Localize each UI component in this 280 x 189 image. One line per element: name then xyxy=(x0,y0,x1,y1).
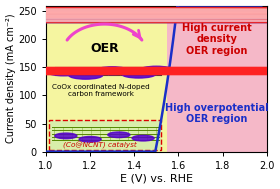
Ellipse shape xyxy=(139,66,173,74)
Ellipse shape xyxy=(79,136,101,142)
Circle shape xyxy=(0,8,280,12)
Circle shape xyxy=(0,12,280,16)
Circle shape xyxy=(0,19,280,23)
Circle shape xyxy=(0,15,280,19)
Ellipse shape xyxy=(55,133,77,139)
Circle shape xyxy=(0,14,280,18)
Text: CoOx coordinated N-doped
carbon framework: CoOx coordinated N-doped carbon framewor… xyxy=(52,84,150,98)
Circle shape xyxy=(0,16,280,17)
FancyBboxPatch shape xyxy=(49,120,161,150)
Circle shape xyxy=(0,13,280,15)
Ellipse shape xyxy=(122,70,156,78)
Text: (Co@NCNT) catalyst: (Co@NCNT) catalyst xyxy=(63,141,137,149)
Text: High current
density
OER region: High current density OER region xyxy=(182,23,252,56)
Circle shape xyxy=(0,67,280,70)
Ellipse shape xyxy=(132,135,154,141)
Ellipse shape xyxy=(47,68,81,76)
Circle shape xyxy=(0,20,280,21)
Ellipse shape xyxy=(108,132,130,138)
Circle shape xyxy=(0,20,280,21)
Text: OER: OER xyxy=(90,42,119,55)
Circle shape xyxy=(0,8,280,12)
Circle shape xyxy=(0,14,280,18)
Circle shape xyxy=(0,8,280,12)
Circle shape xyxy=(0,10,280,14)
Circle shape xyxy=(0,9,280,11)
Circle shape xyxy=(0,16,280,20)
X-axis label: E (V) vs. RHE: E (V) vs. RHE xyxy=(120,174,193,184)
Circle shape xyxy=(0,19,280,23)
Circle shape xyxy=(0,9,280,11)
Circle shape xyxy=(0,10,280,14)
Circle shape xyxy=(0,15,280,16)
Circle shape xyxy=(0,9,280,10)
Circle shape xyxy=(0,17,280,19)
Bar xyxy=(46,5,167,152)
Bar xyxy=(167,5,267,152)
Circle shape xyxy=(0,12,280,13)
Ellipse shape xyxy=(69,71,103,79)
Circle shape xyxy=(0,12,280,13)
Y-axis label: Current density (mA cm⁻²): Current density (mA cm⁻²) xyxy=(6,14,16,143)
Circle shape xyxy=(0,72,280,75)
Circle shape xyxy=(0,71,280,74)
Circle shape xyxy=(0,16,280,20)
Ellipse shape xyxy=(95,67,129,75)
Circle shape xyxy=(0,69,280,71)
Circle shape xyxy=(0,10,280,14)
Circle shape xyxy=(0,12,280,13)
Circle shape xyxy=(0,68,280,70)
Circle shape xyxy=(0,15,280,16)
Text: High overpotential
OER region: High overpotential OER region xyxy=(165,103,269,124)
Circle shape xyxy=(0,17,280,19)
